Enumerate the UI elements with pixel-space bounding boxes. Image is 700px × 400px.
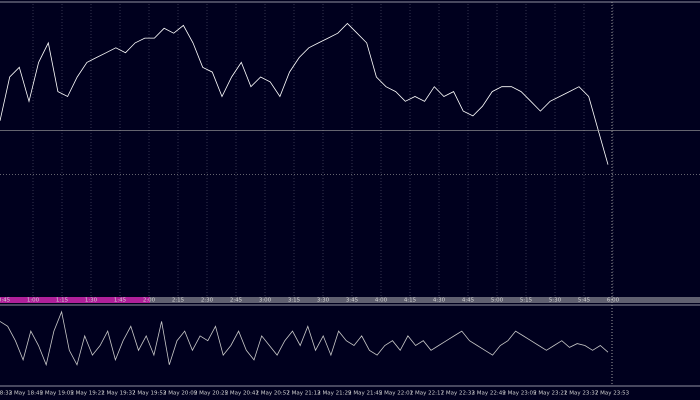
time-label: 2:45 <box>230 298 243 304</box>
time-label: 2 May 19:53 <box>132 391 167 397</box>
time-label: 2 May 22:49 <box>471 391 506 397</box>
time-label: 3:15 <box>288 298 301 304</box>
time-label: 4:00 <box>375 298 388 304</box>
time-label: 0:45 <box>0 298 11 304</box>
price-line <box>0 310 609 367</box>
time-label: 2:30 <box>201 298 214 304</box>
time-label: 2 May 23:21 <box>533 391 567 397</box>
time-strip-highlight <box>0 297 150 303</box>
time-label: 5:45 <box>578 298 591 304</box>
time-label: 3:45 <box>346 298 359 304</box>
time-label: 2 May 18:33 <box>0 391 13 397</box>
time-label: 6:00 <box>607 298 620 304</box>
time-strip <box>0 297 700 303</box>
time-label: 2 May 21:29 <box>317 391 352 397</box>
time-label: 3:00 <box>259 298 272 304</box>
time-label: 2 May 19:21 <box>70 391 104 397</box>
time-label: 2:00 <box>143 298 156 304</box>
time-label: 2 May 23:05 <box>502 391 537 397</box>
time-label: 2 May 21:13 <box>286 391 321 397</box>
time-label: 4:45 <box>462 298 475 304</box>
time-label: 2 May 22:01 <box>379 391 413 397</box>
time-label: 4:15 <box>404 298 417 304</box>
time-label: 2 May 20:57 <box>256 391 291 397</box>
time-label: 3:30 <box>317 298 330 304</box>
time-label: 5:00 <box>491 298 504 304</box>
time-label: 2 May 19:37 <box>101 391 136 397</box>
time-label: 1:15 <box>56 298 69 304</box>
time-label: 2 May 22:33 <box>441 391 476 397</box>
time-label: 4:30 <box>433 298 446 304</box>
price-line <box>0 22 609 165</box>
time-label: 2 May 20:09 <box>163 391 198 397</box>
time-label: 2 May 20:25 <box>194 391 229 397</box>
time-label: 1:45 <box>114 298 127 304</box>
time-label: 1:00 <box>27 298 40 304</box>
time-label: 2 May 18:49 <box>9 391 44 397</box>
time-label: 2 May 22:17 <box>410 391 445 397</box>
time-label: 1:30 <box>85 298 98 304</box>
time-label: 2 May 19:05 <box>40 391 75 397</box>
time-label: 2 May 23:37 <box>564 391 599 397</box>
time-label: 2 May 23:53 <box>595 391 630 397</box>
time-label: 2 May 21:45 <box>348 391 383 397</box>
time-label: 2:15 <box>172 298 185 304</box>
time-label: 2 May 20:41 <box>225 391 259 397</box>
time-label: 5:30 <box>549 298 562 304</box>
time-label: 5:15 <box>520 298 533 304</box>
